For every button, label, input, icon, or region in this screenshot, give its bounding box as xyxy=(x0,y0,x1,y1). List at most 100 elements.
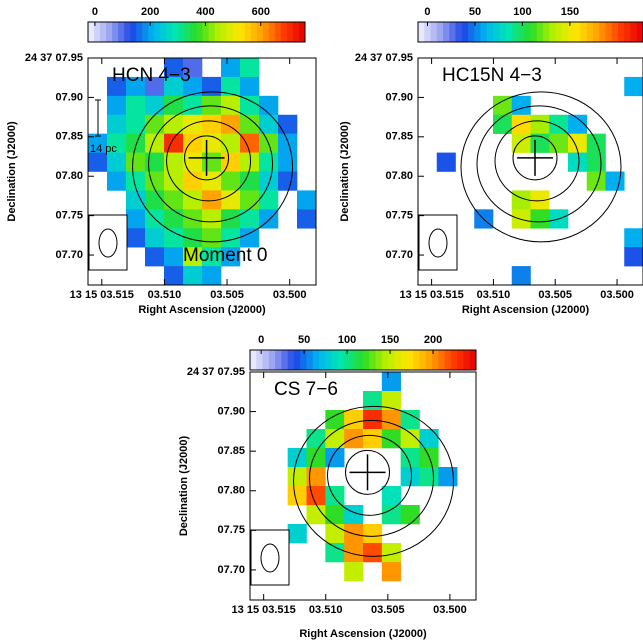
colorbar-frame xyxy=(417,21,643,43)
colorbar-step xyxy=(461,22,469,42)
x-tick-label: 03.505 xyxy=(538,289,572,301)
pixel xyxy=(511,95,531,116)
pixel xyxy=(381,391,401,411)
y-tick-label: 07.90 xyxy=(385,91,413,103)
colorbar-step xyxy=(232,22,240,42)
colorbar-step xyxy=(394,350,402,370)
beam-box xyxy=(88,214,128,271)
pixel xyxy=(419,448,439,468)
colorbar-step xyxy=(312,350,320,370)
moment-label: Moment 0 xyxy=(183,245,267,266)
colorbar-step xyxy=(136,22,143,42)
y-tick-label: 07.85 xyxy=(217,445,245,457)
pixel xyxy=(278,114,298,134)
pixel xyxy=(493,95,513,116)
pixel xyxy=(511,266,531,286)
colorbar-step xyxy=(618,22,625,42)
colorbar-step xyxy=(430,22,438,42)
colorbar-step xyxy=(406,350,414,370)
colorbar-tick-label: 0 xyxy=(92,6,98,18)
colorbar-step xyxy=(524,22,531,42)
pixel xyxy=(363,524,383,544)
pixel xyxy=(145,171,165,191)
colorbar-step xyxy=(493,22,500,42)
y-tick-label: 07.70 xyxy=(385,249,413,261)
colorbar-step xyxy=(94,22,101,42)
pixel xyxy=(530,190,550,210)
pixel xyxy=(325,410,345,430)
pixel xyxy=(511,209,531,229)
x-tick-label: 03.510 xyxy=(309,604,343,616)
colorbar-step xyxy=(480,22,488,42)
y-tick-label: 07.75 xyxy=(55,210,83,222)
pixel xyxy=(164,190,184,210)
colorbar-step xyxy=(262,22,270,42)
colorbar-step xyxy=(178,22,185,42)
colorbar-step xyxy=(292,22,300,42)
pixel xyxy=(164,209,184,229)
colorbar-tick-label: 50 xyxy=(298,334,310,346)
pixel xyxy=(363,391,383,411)
contour xyxy=(494,120,580,202)
pixel xyxy=(259,209,279,229)
colorbar-tick-label: 400 xyxy=(196,6,214,18)
colorbar-step xyxy=(356,350,364,370)
beam-box xyxy=(250,529,290,586)
pixel xyxy=(221,58,241,78)
colorbar-step xyxy=(300,350,307,370)
colorbar-step xyxy=(262,350,270,370)
pixel xyxy=(381,505,401,525)
colorbar-step xyxy=(449,22,456,42)
pixel xyxy=(126,133,146,153)
contour xyxy=(512,135,558,181)
colorbar-step xyxy=(605,22,613,42)
x-tick-label: 13 15 03.515 xyxy=(399,289,463,301)
pixel xyxy=(278,152,298,172)
pixel xyxy=(240,190,260,210)
pixel xyxy=(202,190,222,210)
colorbar-step xyxy=(469,350,477,370)
colorbar-step xyxy=(457,350,464,370)
colorbar-step xyxy=(375,350,383,370)
pixel xyxy=(344,543,364,563)
plot-frame xyxy=(417,57,643,286)
pixel xyxy=(530,209,550,229)
x-tick-label: 03.505 xyxy=(210,289,244,301)
colorbar-step xyxy=(593,22,600,42)
colorbar-step xyxy=(160,22,167,42)
colorbar-step xyxy=(244,22,252,42)
colorbar-step xyxy=(530,22,538,42)
colorbar-tick-label: 600 xyxy=(252,6,270,18)
pixel xyxy=(400,505,420,525)
colorbar-tick-label: 150 xyxy=(381,334,399,346)
pixel xyxy=(400,410,420,430)
pixel xyxy=(278,133,298,153)
pixel xyxy=(145,152,165,172)
y-tick-label: 24 37 07.95 xyxy=(187,366,245,378)
colorbar-step xyxy=(444,350,452,370)
colorbar-step xyxy=(118,22,125,42)
colorbar-step xyxy=(148,22,155,42)
colorbar-step xyxy=(208,22,216,42)
colorbar-step xyxy=(190,22,197,42)
pixel xyxy=(164,58,184,78)
pixel xyxy=(381,543,401,563)
pixel xyxy=(183,95,203,116)
panel-label: CS 7−6 xyxy=(274,379,338,400)
contour xyxy=(148,105,274,223)
x-axis-title: Right Ascension (J2000) xyxy=(462,304,590,316)
pixel xyxy=(306,448,326,468)
pixel xyxy=(221,171,241,191)
colorbar-step xyxy=(450,350,458,370)
pixel xyxy=(164,266,184,286)
pixel xyxy=(202,266,222,286)
colorbar-step xyxy=(130,22,137,42)
colorbar-step xyxy=(226,22,234,42)
pixel xyxy=(107,95,127,116)
pixel xyxy=(145,190,165,210)
x-tick-label: 13 15 03.515 xyxy=(70,289,134,301)
pixel xyxy=(586,133,606,153)
colorbar-tick-label: 100 xyxy=(338,334,356,346)
pixel xyxy=(586,171,606,191)
colorbar-step xyxy=(455,22,463,42)
